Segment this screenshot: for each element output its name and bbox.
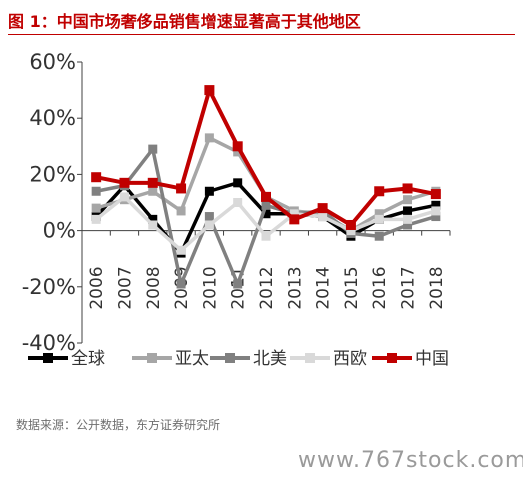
legend-marker	[225, 353, 235, 363]
data-point	[431, 206, 441, 216]
data-point	[346, 226, 356, 236]
data-point	[402, 183, 413, 194]
legend-label: 西欧	[333, 349, 367, 369]
data-point	[403, 206, 413, 216]
series-4	[91, 192, 441, 255]
data-point	[261, 200, 271, 210]
data-point	[233, 198, 243, 207]
data-point	[176, 245, 186, 255]
data-point	[91, 214, 101, 224]
data-point	[261, 191, 271, 202]
y-tick-label: 0%	[43, 219, 76, 243]
y-tick-label: 60%	[29, 50, 76, 74]
legend-marker	[147, 353, 157, 363]
data-point	[91, 203, 101, 213]
x-tick-label: 2010	[200, 266, 220, 309]
chart-title: 图 1：中国市场奢侈品销售增速显著高于其他地区	[8, 12, 361, 31]
data-point	[148, 186, 158, 196]
legend-label: 全球	[71, 349, 105, 369]
legend-label: 北美	[253, 349, 287, 369]
data-point	[204, 212, 214, 222]
x-tick-label: 2017	[399, 266, 419, 309]
data-point	[148, 214, 158, 224]
data-point	[233, 178, 243, 188]
data-point	[147, 177, 158, 188]
data-point	[431, 200, 441, 210]
data-point	[261, 209, 271, 219]
series-layer	[91, 85, 441, 289]
data-point	[119, 177, 130, 188]
data-point	[403, 195, 413, 205]
legend-item: 西欧	[290, 349, 367, 369]
data-point	[148, 144, 158, 154]
data-point	[119, 192, 129, 202]
legend-item: 全球	[28, 349, 105, 369]
y-tick-label: 40%	[29, 106, 76, 130]
data-point	[374, 186, 385, 197]
data-point	[232, 141, 243, 152]
title-divider	[8, 34, 515, 35]
data-point	[289, 214, 300, 225]
x-tick-label: 2016	[370, 266, 390, 309]
data-point	[204, 220, 214, 230]
data-point	[403, 220, 413, 230]
data-point	[148, 220, 158, 230]
data-point	[374, 214, 384, 224]
data-point	[289, 209, 299, 219]
legend-item: 中国	[372, 349, 449, 369]
y-tick-label: 20%	[29, 162, 76, 186]
x-tick-label: 2013	[285, 266, 305, 309]
x-tick-label: 2014	[314, 266, 334, 309]
data-point	[345, 219, 356, 230]
source-note: 数据来源：公开数据，东方证券研究所	[16, 418, 221, 432]
x-tick-label: 2018	[427, 266, 447, 309]
data-point	[261, 231, 271, 241]
data-point	[403, 214, 413, 224]
legend-marker	[305, 353, 315, 363]
data-point	[204, 186, 214, 196]
data-point	[431, 212, 441, 222]
legend-item: 亚太	[132, 349, 209, 369]
legend-marker	[43, 353, 53, 363]
y-tick-label: -40%	[22, 331, 76, 355]
x-tick-label: 2007	[115, 266, 135, 309]
data-point	[204, 133, 214, 143]
legend-label: 亚太	[175, 349, 209, 369]
data-point	[430, 189, 441, 200]
y-tick-label: -20%	[22, 275, 76, 299]
legend: 全球 亚太 北美 西欧 中国	[28, 349, 449, 369]
data-point	[233, 147, 243, 157]
data-point	[176, 206, 186, 216]
x-tick-label: 2008	[144, 266, 164, 309]
data-point	[374, 231, 384, 241]
data-point	[317, 203, 328, 214]
x-tick-label: 2006	[87, 266, 107, 309]
x-tick-label: 2012	[257, 266, 277, 309]
legend-item: 北美	[210, 349, 287, 369]
data-point	[318, 212, 328, 222]
legend-marker	[387, 353, 397, 363]
data-point	[91, 186, 101, 196]
legend-label: 中国	[415, 349, 449, 369]
watermark: www.767stock.com	[298, 448, 523, 473]
data-point	[233, 279, 243, 289]
data-point	[374, 209, 384, 219]
data-point	[204, 85, 215, 96]
data-point	[176, 279, 186, 289]
data-point	[91, 172, 102, 183]
series-5	[91, 85, 441, 230]
x-tick-label: 2015	[342, 266, 362, 309]
data-point	[176, 183, 187, 194]
